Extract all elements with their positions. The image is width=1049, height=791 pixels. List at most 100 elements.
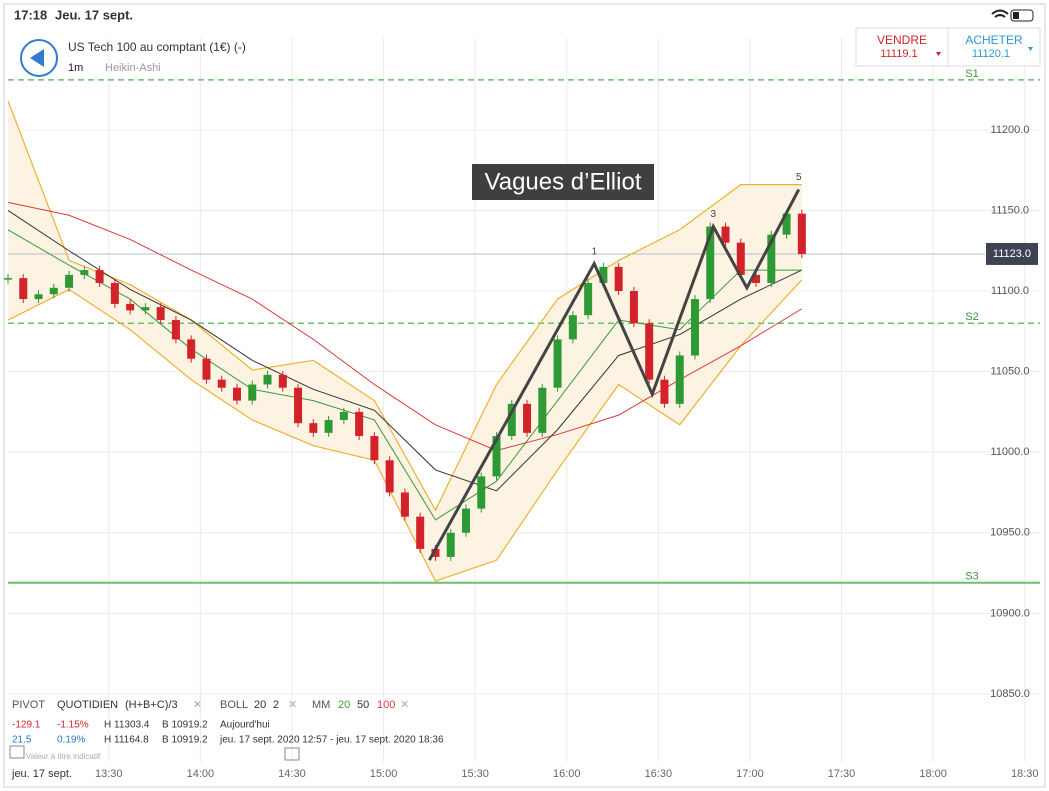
x-tick-label: 17:30 <box>828 768 856 780</box>
sell-button[interactable]: VENDRE 11119.1 <box>855 27 949 67</box>
candle <box>446 532 455 557</box>
close-icon[interactable]: ✕ <box>193 699 202 711</box>
candle <box>202 358 211 380</box>
back-button[interactable] <box>20 39 58 77</box>
candle <box>49 287 58 295</box>
pivot-label: S1 <box>965 68 978 80</box>
mm100-line <box>7 201 803 452</box>
day-label: jeu. 17 sept. <box>11 768 72 780</box>
candle <box>477 476 486 509</box>
note: Valeur à titre indicatif <box>26 752 101 761</box>
y-tick-label: 11150.0 <box>991 204 1029 216</box>
mm-label[interactable]: MM <box>312 699 330 711</box>
pivot-label[interactable]: PIVOT <box>12 699 45 711</box>
candle <box>65 274 74 288</box>
candle <box>19 278 28 300</box>
candle <box>324 419 333 433</box>
interval[interactable]: 1m <box>68 62 83 74</box>
price-tag-label: 11123.0 <box>993 248 1031 260</box>
candle <box>263 374 272 385</box>
boll-band <box>8 100 802 582</box>
calendar-icon[interactable] <box>284 747 300 761</box>
candle <box>706 226 715 300</box>
candle <box>690 299 699 356</box>
boll-lower <box>7 279 803 582</box>
legend-cell: 0.19% <box>57 735 85 746</box>
candle <box>385 460 394 493</box>
x-tick-label: 13:30 <box>95 768 123 780</box>
candle <box>80 270 89 275</box>
candle <box>278 374 287 388</box>
candle <box>416 516 425 549</box>
date: Jeu. 17 sept. <box>55 7 133 22</box>
legend-cell: -129.1 <box>12 720 41 731</box>
candle <box>400 492 409 517</box>
candle <box>232 387 241 401</box>
x-tick-label: 16:30 <box>645 768 673 780</box>
y-tick-label: 10900.0 <box>990 607 1030 619</box>
x-tick-label: 14:00 <box>187 768 215 780</box>
legend-cell: -1.15% <box>57 720 89 731</box>
candle <box>187 339 196 359</box>
x-tick-label: 16:00 <box>553 768 581 780</box>
candle <box>629 291 638 324</box>
candle <box>370 436 379 461</box>
candle <box>492 436 501 477</box>
pivot-mode: QUOTIDIEN <box>57 699 118 711</box>
y-tick-label: 11000.0 <box>991 446 1030 458</box>
legend-cell: 21.5 <box>12 735 32 746</box>
candle <box>309 423 318 433</box>
close-icon[interactable]: ✕ <box>288 699 297 711</box>
legend-cell: jeu. 17 sept. 2020 12:57 - jeu. 17 sept.… <box>219 735 444 746</box>
pivot-formula: (H+B+C)/3 <box>125 699 178 711</box>
candle <box>217 379 226 388</box>
y-tick-label: 11050.0 <box>991 366 1030 378</box>
mm-slow: 100 <box>377 699 395 711</box>
boll-upper <box>7 100 802 512</box>
price-tag <box>986 242 1038 265</box>
candle <box>721 226 730 243</box>
candle <box>584 282 593 316</box>
x-tick-label: 18:30 <box>1011 768 1039 780</box>
chart-title: Vagues d’Elliot <box>485 168 642 195</box>
candle <box>507 403 516 437</box>
candle <box>171 320 180 340</box>
candle <box>767 234 776 283</box>
candle <box>675 355 684 404</box>
boll-label[interactable]: BOLL <box>220 699 248 711</box>
candle <box>355 411 364 437</box>
x-tick-label: 15:30 <box>461 768 489 780</box>
mm50-line <box>7 210 803 492</box>
boll-period: 20 <box>254 699 266 711</box>
candle <box>431 548 440 557</box>
wave-label: 5 <box>796 172 802 183</box>
candle <box>34 294 43 300</box>
chart-style[interactable]: Heikin-Ashi <box>105 62 161 74</box>
close-icon[interactable]: ✕ <box>400 699 409 711</box>
candle <box>110 282 119 304</box>
y-tick-label: 10850.0 <box>990 688 1030 700</box>
x-tick-label: 17:00 <box>736 768 764 780</box>
buy-button[interactable]: ACHETER 11120.1 <box>947 27 1041 67</box>
legend-cell: H 11303.4 <box>104 720 150 731</box>
instrument: US Tech 100 au comptant (1€) (-) <box>68 40 246 54</box>
legend-cell: B 10919.2 <box>162 735 208 746</box>
calendar-icon[interactable] <box>9 745 25 759</box>
candle <box>156 307 165 321</box>
candle <box>752 274 761 283</box>
candle <box>523 403 532 433</box>
wave-label: 3 <box>711 209 717 220</box>
candle <box>782 213 791 235</box>
mm-mid: 50 <box>357 699 369 711</box>
mm20-line <box>7 229 802 521</box>
pivot-label: S3 <box>965 571 978 583</box>
buy-label: ACHETER <box>965 33 1023 47</box>
boll-dev: 2 <box>273 699 279 711</box>
candle <box>141 307 150 311</box>
y-tick-label: 11200.0 <box>991 124 1030 136</box>
wifi <box>991 9 1009 18</box>
candle <box>461 508 470 533</box>
title-box <box>472 164 654 200</box>
candle <box>95 270 104 283</box>
candle <box>736 242 745 275</box>
